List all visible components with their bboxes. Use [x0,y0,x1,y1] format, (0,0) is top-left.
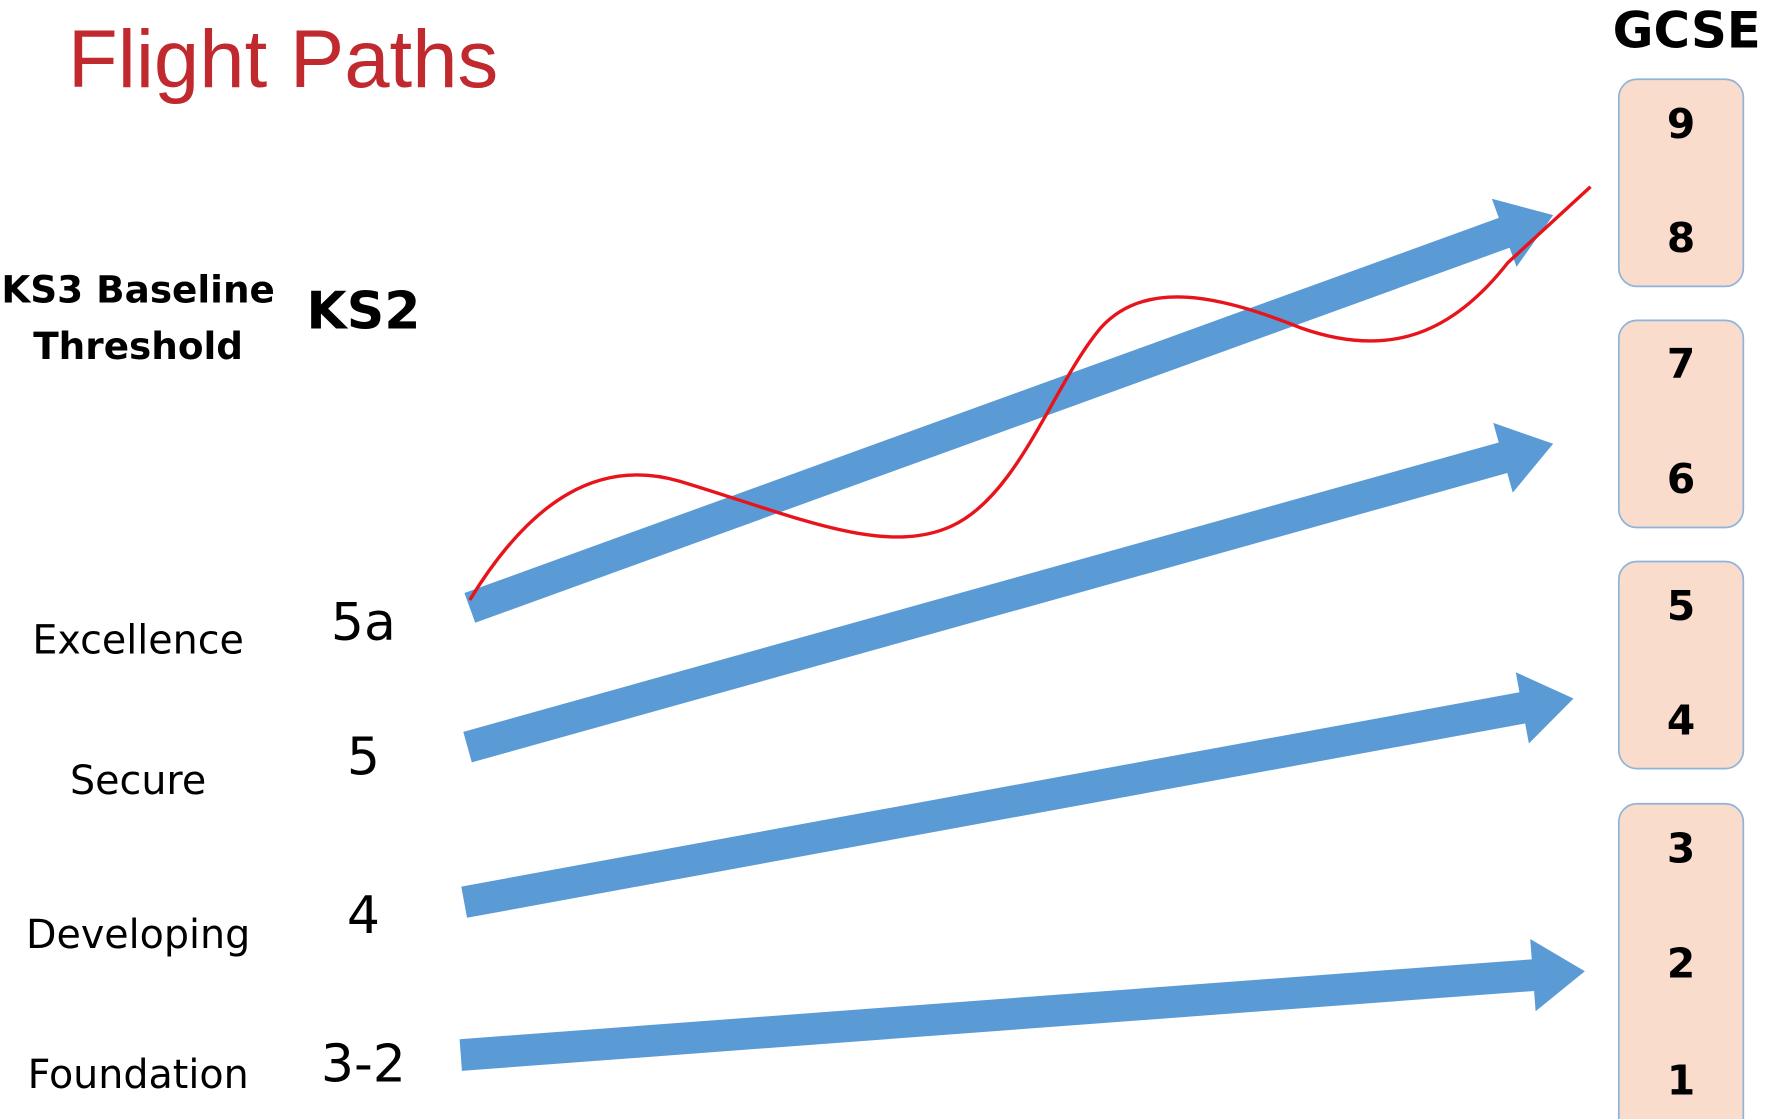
ks2-level: 4 [347,886,380,946]
grade: 5 [1667,582,1695,630]
gcse-box [1617,319,1745,529]
arrow [461,672,1574,918]
gcse-header: GCSE [1613,1,1761,59]
threshold: Excellence [32,617,244,663]
ks2-header: KS2 [306,282,420,342]
grade: 7 [1667,340,1695,388]
gcse-box [1617,78,1745,288]
ks3-header: Threshold [33,324,243,368]
grade: 8 [1667,214,1695,262]
grade: 2 [1667,940,1695,988]
wave-path [468,185,1592,601]
ks3-header: KS3 Baseline [1,268,275,312]
threshold: Secure [70,758,206,804]
arrows [459,198,1585,1071]
arrow [463,422,1554,763]
ks2-level: 5a [331,593,396,653]
gcse-box [1617,802,1745,1119]
gcse-box [1617,560,1745,770]
title: Flight Paths [68,14,498,105]
grade: 3 [1667,824,1695,872]
threshold: Foundation [28,1052,249,1098]
arrow [464,198,1554,623]
ks2-level: 5 [347,728,380,788]
ks2-level: 3-2 [321,1034,406,1094]
grade: 6 [1667,455,1695,503]
grade: 1 [1667,1056,1695,1104]
arrow [459,939,1585,1071]
grade: 9 [1667,100,1695,148]
grade: 4 [1667,696,1695,744]
threshold: Developing [26,912,250,958]
